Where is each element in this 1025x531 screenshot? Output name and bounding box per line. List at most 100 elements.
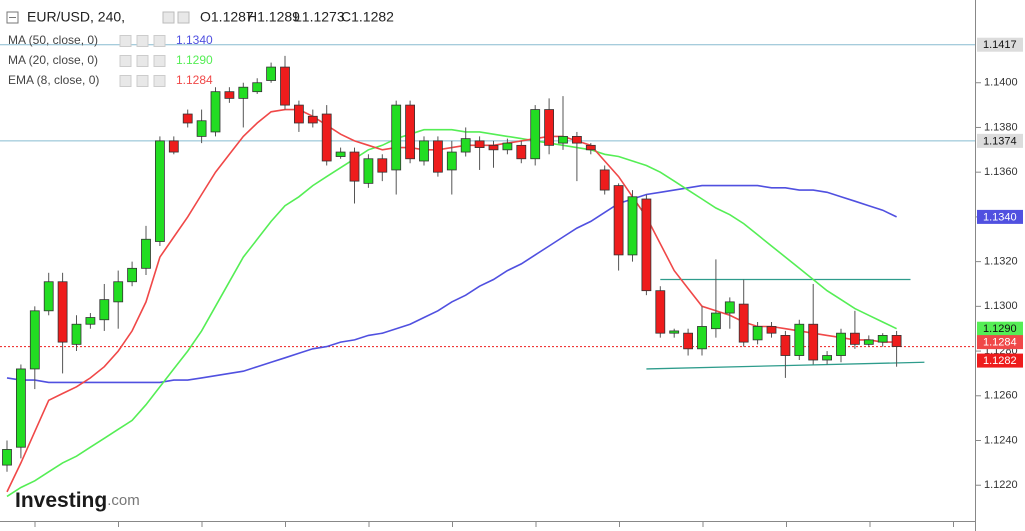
indicator-value-label: 1.1284 — [983, 337, 1017, 349]
ohlc-value: L1.1273 — [294, 9, 345, 25]
y-tick-label: 1.1360 — [984, 166, 1018, 178]
indicator-icon[interactable] — [136, 35, 149, 47]
axis-layer: 1.12201.12401.12601.12801.13001.13201.13… — [34, 37, 1023, 527]
legend-layer: EUR/USD, 240, O1.1287H1.1289L1.1273C1.12… — [6, 9, 394, 512]
indicator-name: MA (20, close, 0) — [8, 53, 98, 67]
last-price-label: 1.1282 — [983, 355, 1017, 367]
indicator-value: 1.1284 — [176, 73, 213, 87]
candle-body — [321, 113, 332, 162]
hline-label: 1.1374 — [983, 135, 1017, 147]
candle-body — [168, 140, 179, 153]
candle-body — [572, 135, 582, 144]
hline-label: 1.1417 — [983, 39, 1017, 51]
candle-body — [738, 303, 749, 343]
candle-body — [182, 113, 193, 124]
indicator-value-box — [977, 209, 1023, 224]
candle-body — [391, 104, 402, 171]
candle-body — [724, 301, 735, 314]
candle-body — [43, 281, 54, 312]
candle-body — [488, 144, 499, 151]
ohlc-value: C1.1282 — [341, 9, 394, 25]
settings-icon[interactable] — [162, 11, 175, 24]
y-tick-label: 1.1260 — [984, 390, 1018, 402]
candle-body — [822, 355, 832, 361]
indicator-icon[interactable] — [119, 55, 132, 67]
y-tick-label: 1.1220 — [984, 479, 1018, 491]
indicator-icon[interactable] — [153, 55, 166, 67]
hline-label-box — [977, 37, 1023, 52]
indicator-value: 1.1340 — [176, 33, 213, 47]
candle-body — [99, 299, 110, 321]
settings-icon[interactable] — [177, 11, 190, 24]
logo: Investing.com — [15, 489, 140, 512]
candle-body — [432, 140, 443, 173]
symbol: EUR/USD, 240, — [27, 9, 125, 25]
candle-body — [85, 317, 96, 325]
candle-body — [613, 185, 624, 256]
indicator-icon[interactable] — [119, 35, 132, 47]
candle-body — [29, 310, 40, 370]
candle-body — [141, 238, 151, 269]
indicator-name: MA (50, close, 0) — [8, 33, 98, 47]
candle-body — [877, 335, 888, 343]
indicator-line — [6, 128, 897, 498]
indicator-icon[interactable] — [119, 75, 132, 87]
candle-body — [307, 115, 318, 124]
candle-body — [558, 135, 568, 144]
candle-body — [238, 86, 249, 99]
candle-body — [266, 66, 277, 81]
hline-label-box — [977, 133, 1023, 148]
candle-body — [280, 66, 290, 106]
y-tick-label: 1.1400 — [984, 77, 1018, 89]
candle-body — [196, 120, 207, 137]
candle-body — [641, 198, 652, 292]
indicator-icon[interactable] — [153, 75, 166, 87]
candle-body — [349, 151, 360, 182]
indicator-icon[interactable] — [153, 35, 166, 47]
ohlc-value: O1.1287 — [200, 9, 254, 25]
candle-body — [599, 169, 610, 191]
indicator-name: EMA (8, close, 0) — [8, 73, 99, 87]
candle-body — [252, 82, 263, 93]
candle-body — [2, 449, 12, 466]
candle-body — [794, 323, 805, 356]
candle-body — [57, 281, 68, 343]
last-price-box — [977, 353, 1023, 368]
candle-body — [224, 91, 235, 99]
candle-body — [669, 330, 680, 334]
candle-body — [808, 323, 819, 361]
indicator-value-label: 1.1340 — [983, 211, 1017, 223]
candle-body — [363, 158, 374, 184]
y-tick-label: 1.1380 — [984, 121, 1018, 133]
candle-body — [474, 140, 485, 148]
candle-body — [850, 332, 860, 345]
candle-body — [766, 326, 777, 334]
candle-body — [419, 140, 429, 162]
y-tick-label: 1.1240 — [984, 434, 1018, 446]
ohlc-value: H1.1289 — [247, 9, 300, 25]
indicator-icon[interactable] — [136, 75, 149, 87]
candle-body — [71, 323, 82, 345]
indicator-value-label: 1.1290 — [983, 323, 1017, 335]
candle-body — [780, 335, 791, 356]
candle-body — [210, 91, 221, 133]
candle-body — [15, 368, 26, 448]
indicator-value: 1.1290 — [176, 53, 213, 67]
candle-body — [697, 326, 707, 350]
candle-body — [127, 267, 137, 283]
collapse-icon[interactable] — [6, 11, 19, 24]
y-tick-label: 1.1320 — [984, 256, 1018, 268]
candle-body — [446, 151, 457, 171]
indicator-line — [6, 184, 897, 384]
candle-body — [627, 196, 638, 256]
candle-body — [836, 332, 846, 356]
candle-body — [655, 290, 666, 334]
indicator-value-box — [977, 321, 1023, 336]
indicator-icon[interactable] — [136, 55, 149, 67]
candle-body — [113, 281, 124, 303]
indicator-value-box — [977, 335, 1023, 350]
candle-body — [377, 158, 388, 173]
candle-body — [516, 144, 527, 160]
